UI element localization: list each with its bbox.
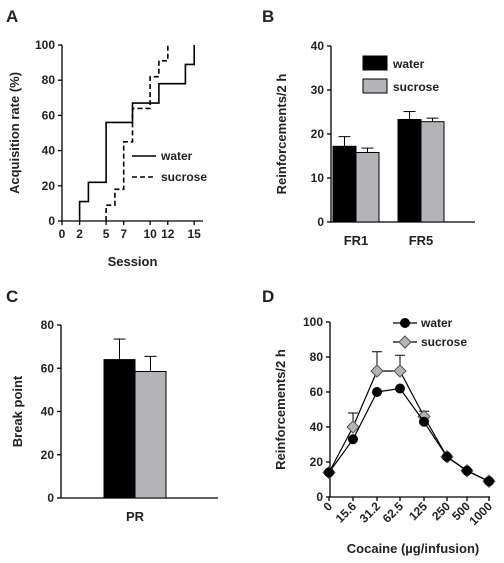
category-label: FR5 xyxy=(409,233,434,248)
y-axis-title: Reinforcements/2 h xyxy=(273,349,288,470)
y-tick-label: 0 xyxy=(47,491,54,505)
y-axis-title: Reinforcements/2 h xyxy=(274,74,289,195)
legend-label-sucrose: sucrose xyxy=(161,170,207,184)
point-sucrose xyxy=(346,420,360,434)
bar-sucrose-fr5 xyxy=(420,121,445,223)
bar-sucrose-pr xyxy=(134,370,167,499)
y-tick-label: 20 xyxy=(42,179,56,193)
y-tick-label: 0 xyxy=(316,490,323,504)
y-axis-title: Break point xyxy=(10,375,25,447)
point-water xyxy=(348,434,358,445)
y-axis-title: Acquisition rate (%) xyxy=(7,72,22,194)
legend-swatch-sucrose xyxy=(362,78,388,94)
legend-label-sucrose: sucrose xyxy=(421,335,467,349)
y-tick-label: 40 xyxy=(41,405,55,419)
point-sucrose xyxy=(370,364,384,378)
x-tick-label: 1000 xyxy=(466,499,495,528)
legend-label-water: water xyxy=(160,149,193,163)
y-tick-label: 20 xyxy=(310,455,324,469)
y-tick-label: 60 xyxy=(310,385,324,399)
legend-marker-water xyxy=(400,318,410,328)
legend-swatch-water xyxy=(362,55,388,71)
x-tick-label: 31.2 xyxy=(357,499,384,526)
series-line-sucrose xyxy=(105,45,169,221)
y-tick-label: 30 xyxy=(311,83,325,97)
y-tick-label: 80 xyxy=(310,350,324,364)
y-tick-label: 40 xyxy=(311,39,325,53)
point-water xyxy=(324,467,334,478)
x-tick-label: 0 xyxy=(320,499,335,514)
x-tick-label: 15 xyxy=(188,227,202,241)
y-tick-label: 20 xyxy=(41,448,55,462)
point-water xyxy=(442,451,452,462)
point-water xyxy=(484,476,494,487)
x-tick-label: 2 xyxy=(76,227,83,241)
x-tick-label: 62.5 xyxy=(380,499,407,526)
y-tick-label: 0 xyxy=(317,215,324,229)
panel-label-c: C xyxy=(6,287,18,306)
y-tick-label: 10 xyxy=(311,171,325,185)
y-tick-label: 40 xyxy=(42,144,56,158)
y-tick-label: 80 xyxy=(42,73,56,87)
y-tick-label: 100 xyxy=(303,315,323,329)
point-sucrose xyxy=(393,364,407,378)
panel-label-d: D xyxy=(262,287,274,306)
category-label: FR1 xyxy=(344,233,369,248)
point-water xyxy=(462,465,472,476)
panel-c-progressive-ratio-chart: 0 20 40 60 80 Break point PR xyxy=(10,318,218,524)
y-tick-label: 80 xyxy=(41,318,55,332)
y-tick-label: 100 xyxy=(35,38,55,52)
x-tick-label: 12 xyxy=(161,227,175,241)
bar-water-fr5 xyxy=(397,118,422,223)
point-water xyxy=(372,387,382,397)
bar-water-pr xyxy=(103,359,136,499)
x-tick-label: 0 xyxy=(59,227,66,241)
legend-label-water: water xyxy=(420,316,453,330)
x-tick-label: 250 xyxy=(429,499,453,523)
x-tick-label: 15.6 xyxy=(333,499,360,526)
x-tick-label: 7 xyxy=(120,227,127,241)
bar-sucrose-fr1 xyxy=(355,151,380,223)
panel-b-fixed-ratio-chart: 0 10 20 30 40 Reinforcements/2 h FR1 FR5 water su… xyxy=(274,39,475,248)
legend-label-water: water xyxy=(392,57,425,71)
x-tick-label: 125 xyxy=(406,499,430,523)
x-axis-title: Cocaine (µg/infusion) xyxy=(347,541,479,556)
panel-label-a: A xyxy=(6,7,18,26)
point-water xyxy=(395,383,405,394)
y-tick-label: 40 xyxy=(310,420,324,434)
x-tick-label: 5 xyxy=(103,227,110,241)
series-line-water xyxy=(78,45,195,221)
point-water xyxy=(419,416,429,427)
x-tick-label: 10 xyxy=(143,227,157,241)
panel-label-b: B xyxy=(262,7,274,26)
y-tick-label: 20 xyxy=(311,127,325,141)
category-label: PR xyxy=(126,509,145,524)
legend-label-sucrose: sucrose xyxy=(393,80,439,94)
y-tick-label: 0 xyxy=(48,214,55,228)
bar-water-fr1 xyxy=(332,145,357,223)
y-tick-label: 60 xyxy=(41,361,55,375)
x-axis-title: Session xyxy=(108,254,158,269)
legend-marker-sucrose xyxy=(398,335,412,349)
y-tick-label: 60 xyxy=(42,108,56,122)
